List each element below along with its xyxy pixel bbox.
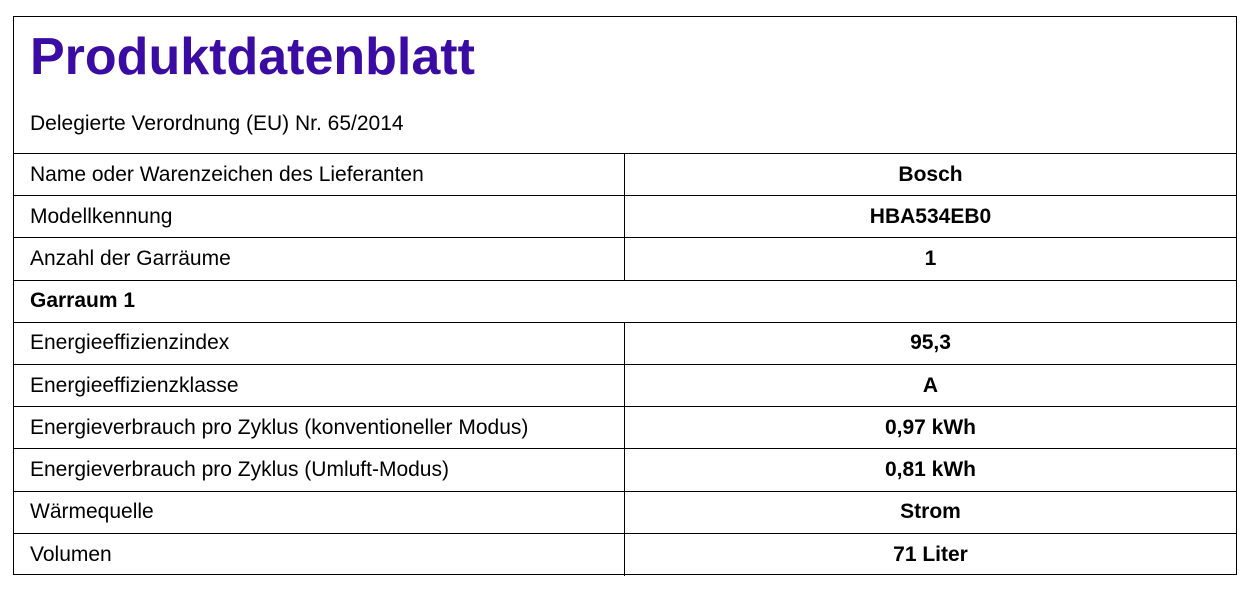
page-title: Produktdatenblatt bbox=[30, 28, 475, 86]
table-row-cavity-count: Anzahl der Garräume 1 bbox=[14, 238, 1236, 281]
table-row-volume: Volumen 71 Liter bbox=[14, 533, 1236, 576]
regulation-subtitle: Delegierte Verordnung (EU) Nr. 65/2014 bbox=[30, 112, 404, 135]
row-label: Energieverbrauch pro Zyklus (Umluft-Modu… bbox=[14, 449, 625, 491]
row-label: Wärmequelle bbox=[14, 491, 625, 533]
table-row-heat-source: Wärmequelle Strom bbox=[14, 491, 1236, 534]
row-value: 0,81 kWh bbox=[884, 457, 977, 481]
sheet-header: Produktdatenblatt Delegierte Verordnung … bbox=[14, 17, 1236, 154]
row-value: 71 Liter bbox=[893, 542, 968, 566]
table-row-consumption-fan: Energieverbrauch pro Zyklus (Umluft-Modu… bbox=[14, 449, 1236, 492]
row-value: 95,3 bbox=[910, 331, 951, 355]
row-label: Energieeffizienzklasse bbox=[14, 364, 625, 407]
row-value: Strom bbox=[900, 500, 961, 524]
section-header-cavity-1: Garraum 1 bbox=[14, 281, 1236, 323]
row-label: Anzahl der Garräume bbox=[14, 238, 625, 280]
table-row-model: Modellkennung HBA534EB0 bbox=[14, 196, 1236, 239]
row-label: Energieeffizienzindex bbox=[14, 322, 625, 364]
row-value: A bbox=[922, 373, 939, 397]
row-label: Name oder Warenzeichen des Lieferanten bbox=[14, 154, 625, 196]
section-label: Garraum 1 bbox=[30, 289, 136, 313]
row-label: Volumen bbox=[14, 533, 625, 576]
row-value: HBA534EB0 bbox=[869, 204, 992, 228]
row-value: Bosch bbox=[898, 162, 963, 186]
table-row-consumption-conventional: Energieverbrauch pro Zyklus (konventione… bbox=[14, 407, 1236, 450]
row-label: Energieverbrauch pro Zyklus (konventione… bbox=[14, 407, 625, 449]
table-row-efficiency-index: Energieeffizienzindex 95,3 bbox=[14, 322, 1236, 365]
row-value: 1 bbox=[924, 246, 937, 270]
row-label: Modellkennung bbox=[14, 196, 625, 238]
row-value: 0,97 kWh bbox=[884, 415, 977, 439]
product-data-sheet: Produktdatenblatt Delegierte Verordnung … bbox=[13, 16, 1237, 576]
table-row-efficiency-class: Energieeffizienzklasse A bbox=[14, 364, 1236, 408]
table-row-supplier: Name oder Warenzeichen des Lieferanten B… bbox=[14, 154, 1236, 197]
